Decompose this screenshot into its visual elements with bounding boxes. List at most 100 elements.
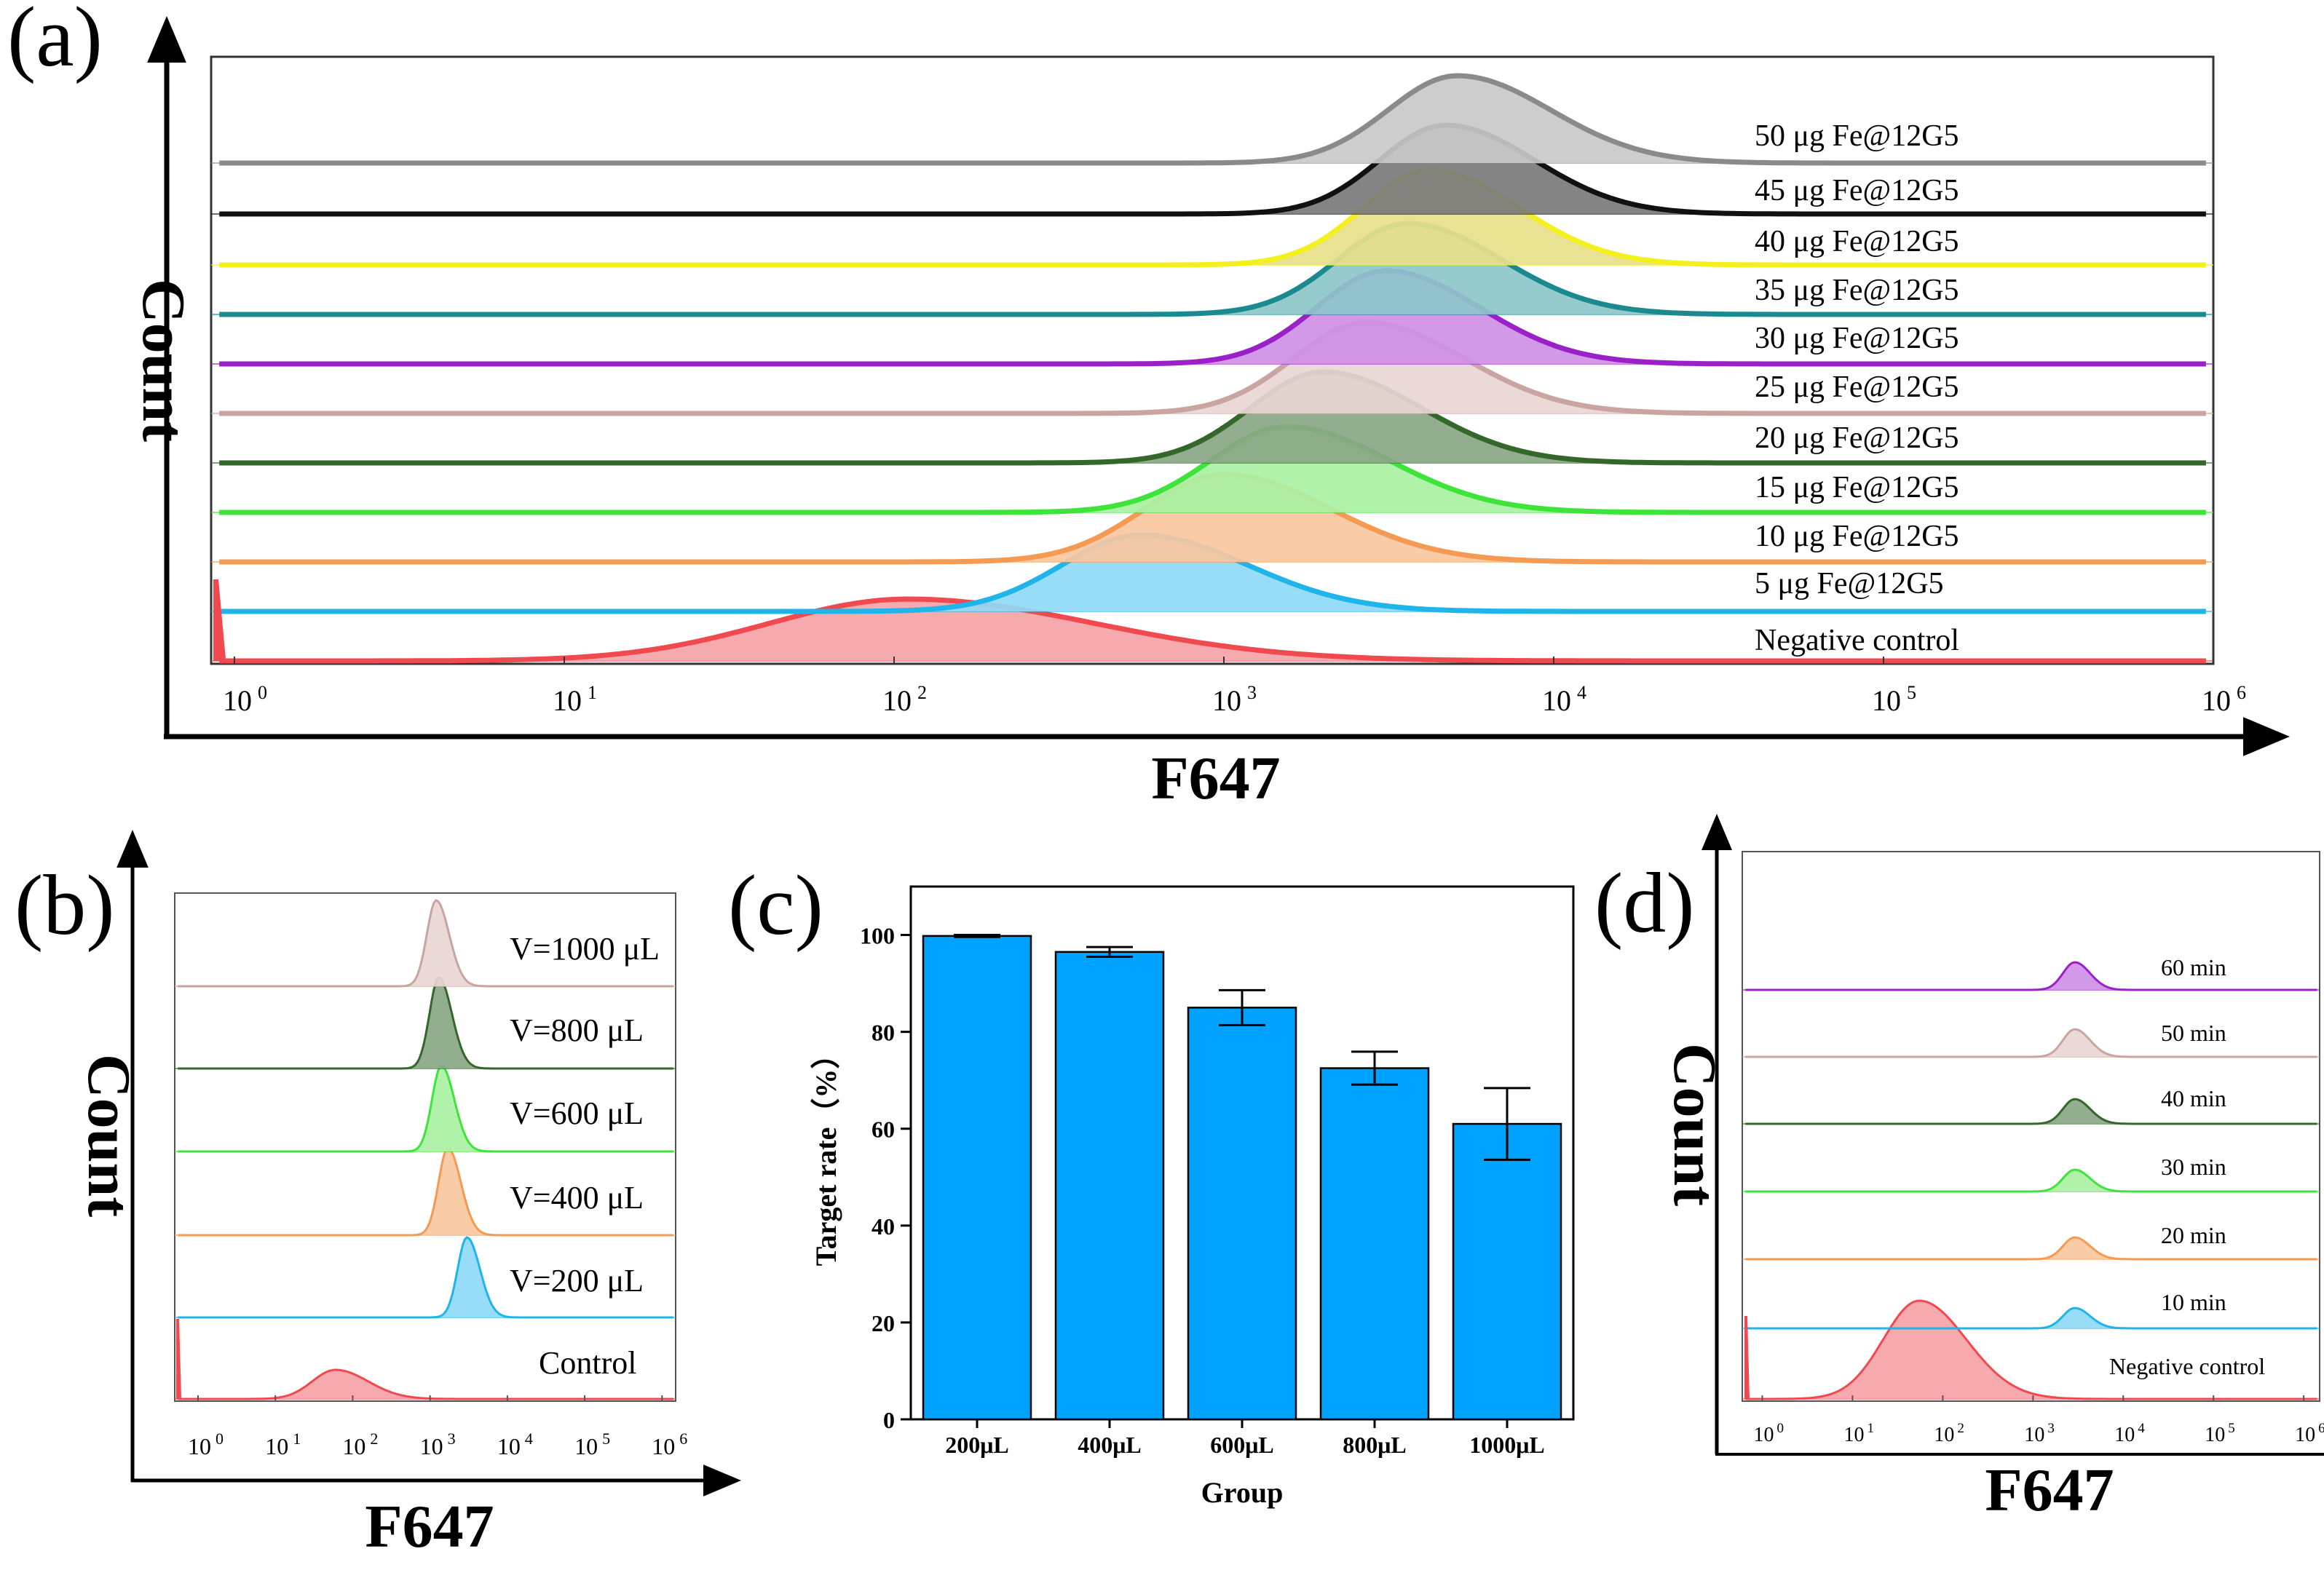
- x-tick-base: 10: [188, 1433, 211, 1459]
- x-tick-exponent: 4: [2138, 1421, 2145, 1436]
- series-5: V=1000 μL: [175, 899, 676, 988]
- negative-control-spike: [213, 579, 240, 661]
- y-axis-arrowhead: [147, 16, 186, 63]
- x-axis-arrowhead: [2243, 717, 2290, 756]
- series-6: 60 min: [1742, 954, 2320, 991]
- x-axis-title: F647: [365, 1493, 494, 1561]
- y-tick-label: 40: [872, 1213, 895, 1240]
- x-tick-4: 10 4: [497, 1430, 533, 1459]
- series-0: Control: [175, 1345, 676, 1400]
- series-4: 20 μg Fe@12G5: [211, 369, 2213, 466]
- series-line: [219, 73, 2206, 166]
- plot-frame: [1742, 851, 2320, 1402]
- series-1: V=200 μL: [175, 1236, 676, 1319]
- series-5: 50 min: [1742, 1020, 2320, 1058]
- series-label: V=400 μL: [510, 1180, 644, 1216]
- x-tick-6: 10 6: [652, 1430, 687, 1459]
- series-8: 40 μg Fe@12G5: [211, 167, 2213, 268]
- x-tick-base: 10: [265, 1433, 288, 1459]
- x-tick-3: 10 3: [1212, 682, 1257, 717]
- x-tick-base: 10: [2295, 1424, 2315, 1446]
- x-tick-base: 10: [1753, 1424, 1774, 1446]
- series-area: [219, 599, 2206, 661]
- panel-label: (a): [7, 0, 103, 84]
- series-area: [1745, 1301, 2317, 1399]
- x-tick-4: 10 4: [2114, 1421, 2145, 1446]
- x-tick-3: 10 3: [2024, 1421, 2055, 1446]
- series-1: 10 min: [1742, 1289, 2320, 1330]
- series-area: [219, 475, 2206, 562]
- x-tick-label: 200μL: [945, 1432, 1008, 1458]
- series-3: 30 min: [1742, 1154, 2320, 1193]
- bar: [1452, 1122, 1562, 1421]
- x-tick-exponent: 3: [2047, 1421, 2055, 1436]
- x-tick-base: 10: [2205, 1424, 2225, 1446]
- series-label: 20 min: [2161, 1222, 2226, 1248]
- x-tick-3: 10 3: [420, 1430, 456, 1459]
- series-line: [1745, 1028, 2317, 1058]
- series-4: 40 min: [1742, 1085, 2320, 1125]
- series-line: [178, 976, 673, 1070]
- series-line: [178, 899, 673, 988]
- series-area: [1745, 1170, 2317, 1192]
- panel-b: (b) Control V=200 μL V=400 μL V=600 μL V=800 …: [15, 830, 741, 1561]
- series-line: [1745, 1168, 2317, 1193]
- panel-d: (d) Negative control 10 min 20 min 30 min 40 …: [1594, 814, 2324, 1524]
- x-tick-2: 10 2: [1934, 1421, 1964, 1446]
- bar-group-3: 800μL: [1319, 1050, 1430, 1458]
- series-7: 35 μg Fe@12G5: [211, 221, 2213, 317]
- series-line: [219, 268, 2206, 367]
- series-0: Negative control: [211, 596, 2213, 664]
- x-tick-exponent: 3: [448, 1430, 456, 1448]
- y-axis-title: Count: [1661, 1043, 1728, 1206]
- x-tick-label: 400μL: [1078, 1432, 1141, 1458]
- bar: [1187, 1007, 1297, 1421]
- series-label: 40 μg Fe@12G5: [1755, 225, 1959, 258]
- x-tick-base: 10: [882, 684, 912, 717]
- series-line: [1745, 1236, 2317, 1261]
- series-label: 10 min: [2161, 1289, 2226, 1315]
- series-label: Negative control: [1755, 624, 1959, 657]
- bar-group-2: 600μL: [1187, 988, 1297, 1458]
- x-tick-exponent: 2: [1957, 1421, 1964, 1436]
- series-3: 15 μg Fe@12G5: [211, 424, 2213, 515]
- x-tick-exponent: 6: [679, 1430, 687, 1448]
- series-label: 20 μg Fe@12G5: [1755, 421, 1959, 455]
- series-10: 50 μg Fe@12G5: [211, 73, 2213, 166]
- series-label: 5 μg Fe@12G5: [1755, 567, 1944, 600]
- x-tick-exponent: 6: [2318, 1421, 2324, 1436]
- series-label: V=600 μL: [510, 1095, 644, 1131]
- x-axis-arrowhead: [703, 1464, 741, 1496]
- plot-frame: [174, 892, 676, 1402]
- x-tick-base: 10: [497, 1433, 521, 1459]
- series-label: 15 μg Fe@12G5: [1755, 471, 1959, 504]
- bar-group-1: 400μL: [1054, 945, 1165, 1458]
- x-tick-exponent: 0: [258, 682, 267, 703]
- x-tick-base: 10: [1212, 684, 1241, 717]
- x-tick-exponent: 0: [1776, 1421, 1784, 1436]
- x-tick-2: 10 2: [342, 1430, 378, 1459]
- series-label: 50 μg Fe@12G5: [1755, 119, 1959, 153]
- y-axis-arrowhead: [1702, 814, 1732, 850]
- negative-control-spike: [1744, 1316, 1750, 1399]
- x-tick-exponent: 1: [293, 1430, 301, 1448]
- x-tick-0: 10 0: [1753, 1421, 1784, 1446]
- x-tick-exponent: 0: [216, 1430, 224, 1448]
- panel-a: (a) Negative control 5 μg Fe@12G5 10 μg Fe@…: [7, 0, 2290, 812]
- series-0: Negative control: [1742, 1299, 2320, 1400]
- x-tick-0: 10 0: [223, 682, 267, 717]
- series-area: [219, 535, 2206, 611]
- series-label: 25 μg Fe@12G5: [1755, 370, 1959, 404]
- series-label: 50 min: [2161, 1020, 2226, 1046]
- series-label: 60 min: [2161, 954, 2226, 980]
- x-tick-5: 10 5: [1872, 682, 1916, 717]
- x-tick-base: 10: [553, 684, 582, 717]
- panel-label: (b): [15, 857, 115, 953]
- x-tick-exponent: 4: [525, 1430, 533, 1448]
- x-tick-1: 10 1: [265, 1430, 301, 1459]
- series-line: [178, 1368, 673, 1400]
- x-tick-base: 10: [574, 1433, 598, 1459]
- x-tick-exponent: 4: [1577, 682, 1586, 703]
- control-spike: [176, 1319, 181, 1399]
